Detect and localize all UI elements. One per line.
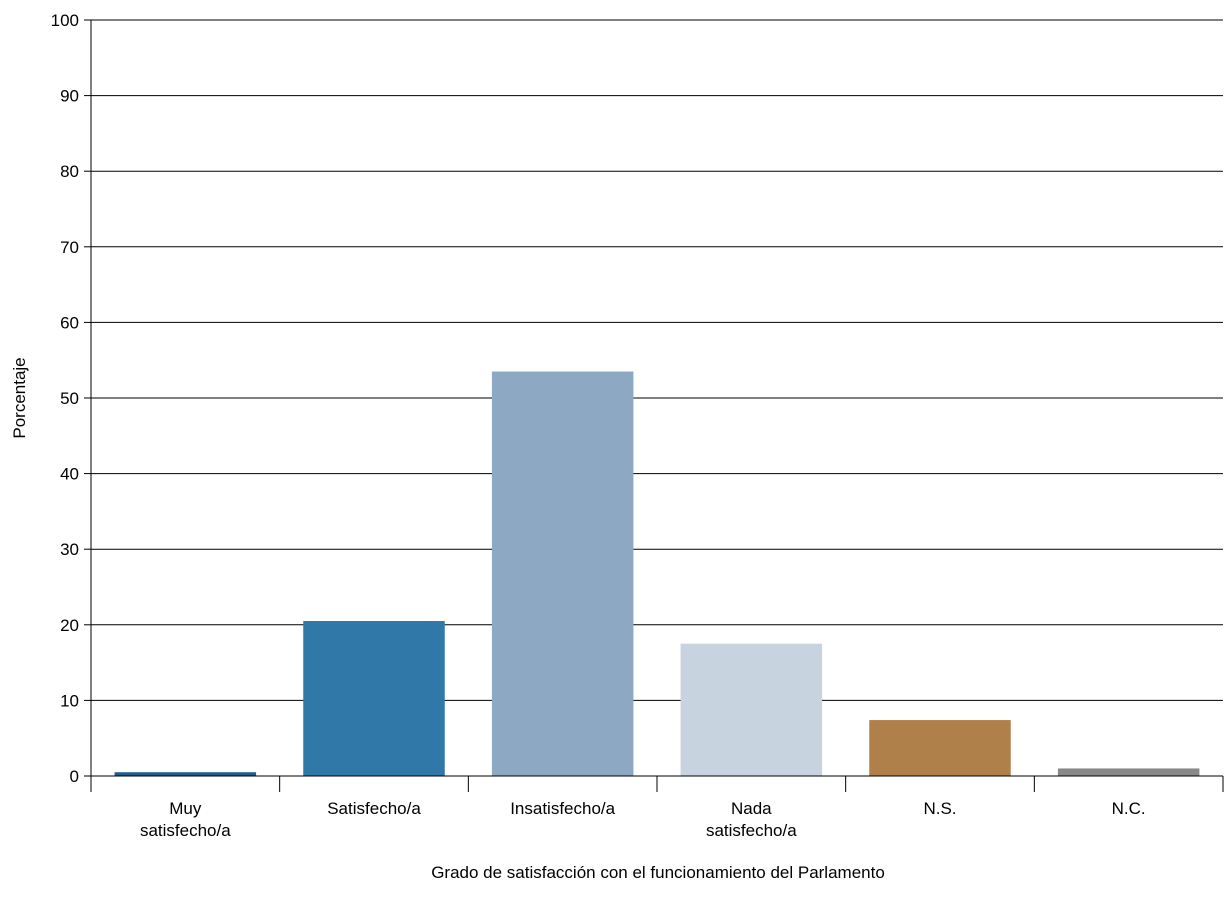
x-category-label: Nada satisfecho/a	[706, 799, 797, 840]
bar	[303, 621, 445, 776]
y-tick-label: 60	[60, 313, 79, 332]
y-tick-label: 100	[51, 11, 79, 30]
bar	[491, 371, 634, 776]
x-category-label: N.S.	[923, 799, 956, 818]
y-tick-label: 0	[70, 767, 79, 786]
y-tick-label: 80	[60, 162, 79, 181]
y-tick-label: 10	[60, 691, 79, 710]
y-tick-label: 70	[60, 238, 79, 257]
bar	[680, 643, 823, 776]
x-category-label: Insatisfecho/a	[510, 799, 615, 818]
y-tick-label: 50	[60, 389, 79, 408]
x-category-label: N.C.	[1112, 799, 1146, 818]
x-category-label: Satisfecho/a	[327, 799, 421, 818]
y-tick-label: 90	[60, 87, 79, 106]
y-tick-labels: 0 10 20 30 40 50 60 70 80 90 100	[51, 11, 79, 786]
bars	[114, 371, 1200, 776]
bar	[114, 772, 257, 776]
y-tick-label: 40	[60, 465, 79, 484]
y-axis-title: Porcentaje	[10, 357, 29, 438]
gridlines	[91, 19, 1223, 701]
bar	[869, 720, 1011, 776]
x-category-labels: Muy satisfecho/a Satisfecho/a Insatisfecho/…	[140, 799, 1146, 840]
y-tick-label: 30	[60, 540, 79, 559]
axes	[84, 19, 1224, 792]
x-axis-title: Grado de satisfacción con el funcionamie…	[431, 863, 885, 882]
bar	[1057, 768, 1200, 776]
x-category-label: Muy satisfecho/a	[140, 799, 231, 840]
y-tick-label: 20	[60, 616, 79, 635]
